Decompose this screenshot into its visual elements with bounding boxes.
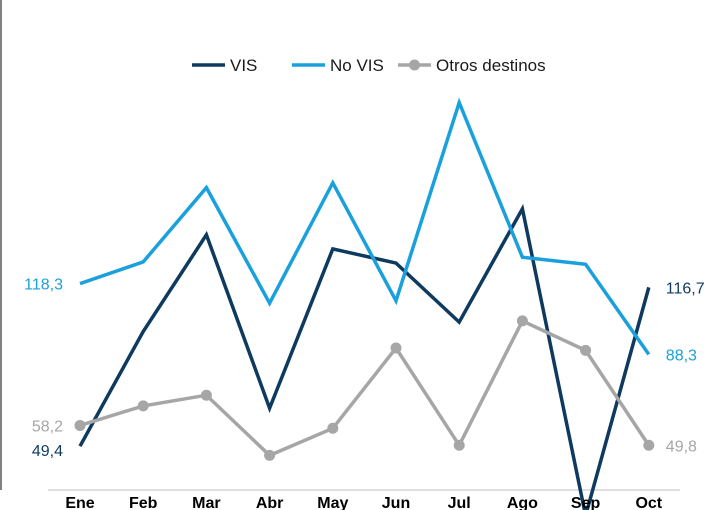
x-tick-label: Abr: [256, 495, 284, 510]
legend-label-otros-destinos: Otros destinos: [436, 56, 546, 75]
x-tick-label: Ene: [65, 495, 94, 510]
legend-label-vis: VIS: [230, 56, 257, 75]
data-point-otros-destinos: [137, 400, 149, 412]
legend-marker-otros-destinos: [409, 59, 420, 71]
data-label-vis: 49,4: [32, 443, 63, 460]
x-tick-label: Jul: [448, 495, 471, 510]
data-point-otros-destinos: [327, 422, 339, 434]
data-label-otros-destinos: 58,2: [32, 418, 63, 435]
data-point-otros-destinos: [453, 439, 465, 451]
data-label-vis: 116,7: [666, 280, 705, 297]
data-point-otros-destinos: [516, 315, 528, 327]
data-point-otros-destinos: [580, 344, 592, 356]
series-line-no-vis: [79, 97, 651, 356]
x-tick-label: May: [317, 495, 348, 510]
data-label-no-vis: 88,3: [666, 347, 697, 364]
x-tick-label: Feb: [129, 495, 158, 510]
x-tick-label: Oct: [635, 495, 662, 510]
series-line-vis: [78, 203, 651, 510]
data-label-otros-destinos: 49,8: [666, 438, 697, 455]
x-tick-label: Jun: [382, 495, 410, 510]
data-point-otros-destinos: [643, 439, 655, 451]
series-line-otros-destinos: [79, 318, 651, 458]
data-point-otros-destinos: [74, 419, 86, 431]
x-tick-label: Mar: [192, 495, 220, 510]
data-point-otros-destinos: [200, 389, 212, 401]
data-point-otros-destinos: [264, 449, 276, 461]
x-tick-label: Ago: [507, 495, 538, 510]
data-point-otros-destinos: [390, 342, 402, 354]
legend-label-no-vis: No VIS: [330, 56, 384, 75]
data-label-no-vis: 118,3: [24, 277, 63, 294]
x-tick-label: Sep: [571, 495, 601, 510]
